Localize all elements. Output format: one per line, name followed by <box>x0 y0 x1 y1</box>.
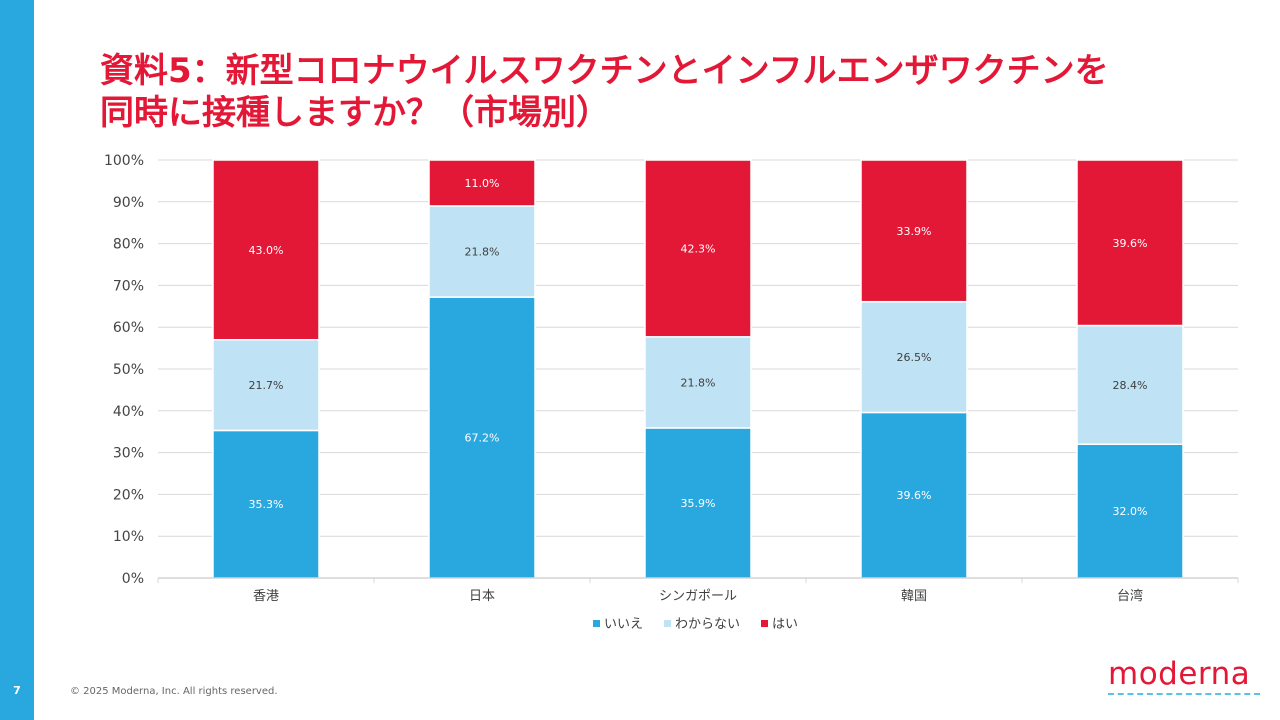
slide-title: 資料5：新型コロナウイルスワクチンとインフルエンザワクチンを 同時に接種しますか… <box>100 50 1230 134</box>
bar-segment <box>644 159 752 338</box>
data-label: 35.3% <box>249 498 284 511</box>
data-label: 32.0% <box>1113 505 1148 518</box>
data-label: 43.0% <box>249 244 284 257</box>
bar-segment <box>860 159 968 303</box>
legend-swatch <box>761 620 768 627</box>
x-category-label: 香港 <box>253 589 279 604</box>
x-category-label: 韓国 <box>901 589 927 604</box>
y-tick-label: 100% <box>104 153 144 169</box>
bar-segment <box>1076 443 1184 579</box>
y-tick-label: 80% <box>113 237 144 253</box>
bar-segment <box>428 296 536 579</box>
x-category-label: 台湾 <box>1117 588 1143 604</box>
y-tick-label: 30% <box>113 446 144 462</box>
y-tick-label: 50% <box>113 362 144 378</box>
moderna-logo: moderna <box>1108 658 1268 695</box>
title-line-1: 資料5：新型コロナウイルスワクチンとインフルエンザワクチンを <box>100 51 1109 91</box>
y-tick-label: 60% <box>113 320 144 336</box>
data-label: 42.3% <box>681 242 716 255</box>
y-tick-label: 0% <box>122 571 144 587</box>
legend-swatch <box>593 620 600 627</box>
y-tick-label: 40% <box>113 404 144 420</box>
data-label: 21.8% <box>681 376 716 389</box>
bar-segment <box>212 159 320 341</box>
bar-segment <box>860 411 968 579</box>
bar-segment <box>1076 324 1184 445</box>
y-tick-label: 10% <box>113 529 144 545</box>
stacked-bar-chart: 0% 10% 20% 30% 40% 50% 60% 70% 80% 90% 100% 35.3% 21… <box>104 153 1239 632</box>
legend-label: はい <box>772 617 798 632</box>
logo-underline <box>1108 693 1260 695</box>
bar-segment <box>1076 159 1184 327</box>
data-label: 26.5% <box>897 351 932 364</box>
x-category-label: 日本 <box>469 589 495 604</box>
x-category-label: シンガポール <box>659 589 737 604</box>
data-label: 11.0% <box>465 177 500 190</box>
bar-segment <box>428 159 536 207</box>
bar-segment <box>644 336 752 429</box>
data-label: 67.2% <box>465 432 500 445</box>
page-number: 7 <box>13 684 21 697</box>
legend-label: いいえ <box>604 617 643 632</box>
bar-segment <box>428 205 536 298</box>
copyright-footer: © 2025 Moderna, Inc. All rights reserved… <box>70 686 278 697</box>
data-label: 33.9% <box>897 225 932 238</box>
side-accent-bar: 7 <box>0 0 34 720</box>
title-line-2: 同時に接種しますか？（市場別） <box>100 93 610 133</box>
y-tick-label: 70% <box>113 278 144 294</box>
y-tick-label: 90% <box>113 195 144 211</box>
data-label: 21.8% <box>465 246 500 259</box>
bar-segment <box>212 338 320 432</box>
legend-swatch <box>664 620 671 627</box>
data-label: 39.6% <box>897 489 932 502</box>
data-label: 35.9% <box>681 497 716 510</box>
legend-label: わからない <box>675 617 740 632</box>
bar-segment <box>860 300 968 414</box>
data-label: 28.4% <box>1113 379 1148 392</box>
data-label: 21.7% <box>249 379 284 392</box>
logo-wordmark: moderna <box>1108 656 1251 692</box>
y-tick-label: 20% <box>113 487 144 503</box>
data-label: 39.6% <box>1113 237 1148 250</box>
